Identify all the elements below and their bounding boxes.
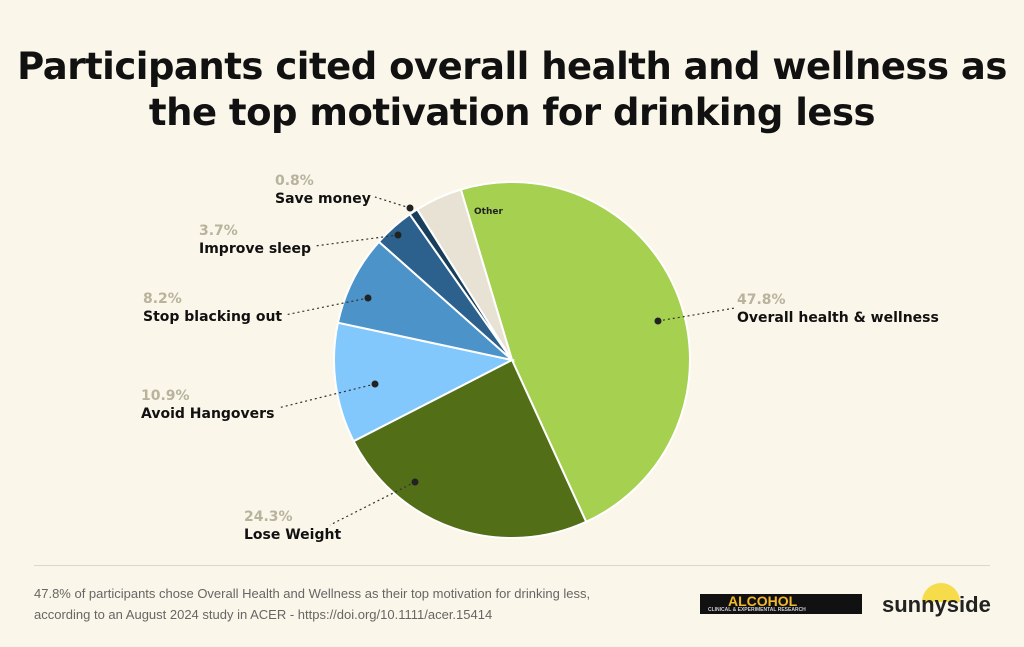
footer-note: 47.8% of participants chose Overall Heal… (34, 586, 591, 622)
divider (34, 565, 990, 566)
dot-hangovers (371, 380, 379, 388)
label-hangovers: 10.9% Avoid Hangovers (141, 388, 275, 422)
label-lose-weight: 24.3% Lose Weight (244, 509, 342, 543)
chart-title: Participants cited overall health and we… (17, 45, 1007, 134)
sun-icon (922, 583, 960, 602)
label-sleep: 3.7% Improve sleep (199, 223, 311, 257)
acer-logo: ALCOHOL CLINICAL & EXPERIMENTAL RESEARCH (700, 594, 862, 614)
dot-blackout (364, 294, 372, 302)
label-blackout: 8.2% Stop blacking out (143, 291, 283, 325)
dot-lose-weight (411, 478, 419, 486)
sunnyside-logo: sunnyside (880, 580, 995, 620)
label-money: 0.8% Save money (275, 173, 371, 207)
pie-slice-stop-blacking-out (336, 240, 516, 362)
dot-sleep (394, 231, 402, 239)
pie-slice-overall-health-wellness (459, 181, 691, 524)
dot-money (406, 204, 414, 212)
pie-slice-other (415, 188, 513, 361)
label-overall: 47.8% Overall health & wellness (737, 292, 939, 326)
pie-slice-lose-weight (352, 358, 588, 539)
pie-slice-avoid-hangovers (333, 321, 515, 443)
dot-overall (654, 317, 662, 325)
label-other: Other (474, 207, 503, 217)
